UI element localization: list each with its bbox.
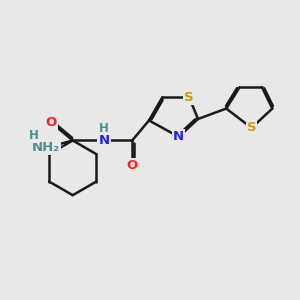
Text: S: S <box>247 122 256 134</box>
Text: NH₂: NH₂ <box>32 141 59 154</box>
Text: N: N <box>173 130 184 143</box>
Text: S: S <box>184 91 194 104</box>
Text: H: H <box>99 122 109 134</box>
Text: N: N <box>98 134 110 147</box>
Text: H: H <box>29 129 39 142</box>
Text: O: O <box>127 159 138 172</box>
Text: O: O <box>46 116 57 129</box>
